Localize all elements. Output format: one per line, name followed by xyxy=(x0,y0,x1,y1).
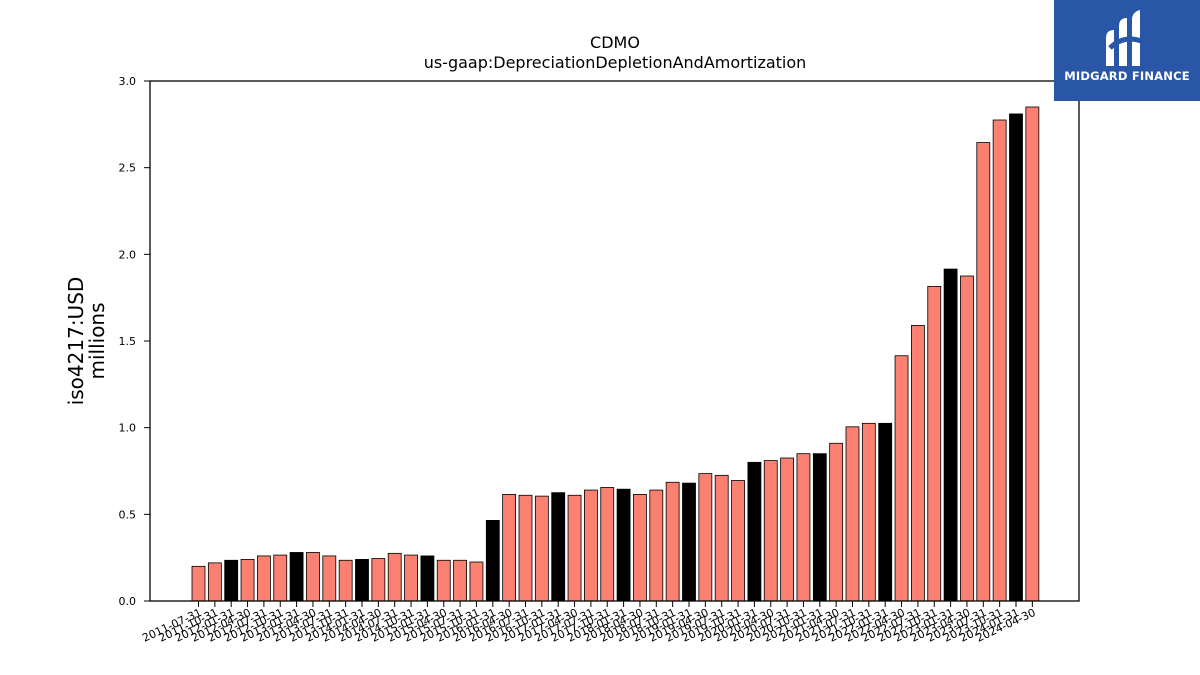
bar-2013-07-31 xyxy=(322,555,337,602)
bar-2018-04-30 xyxy=(633,493,647,602)
bar-2019-04-30 xyxy=(698,473,713,602)
bar-2013-01-31 xyxy=(289,552,304,602)
chart-subtitle: us-gaap:DepreciationDepletionAndAmortiza… xyxy=(424,53,807,72)
bar-2015-10-31 xyxy=(469,561,484,602)
bar-2018-07-31 xyxy=(649,489,664,602)
bar-2020-01-31 xyxy=(747,461,762,602)
bar-2016-10-31 xyxy=(534,495,549,602)
bar-2019-10-31 xyxy=(731,480,745,602)
bar-2016-07-31 xyxy=(518,494,533,602)
bar-2018-10-31 xyxy=(665,481,680,602)
bar-2017-10-31 xyxy=(600,487,615,602)
bar-2024-04-30 xyxy=(1025,106,1040,602)
y-tick-label: 1.5 xyxy=(119,335,137,348)
logo-text: MIDGARD FINANCE xyxy=(1064,69,1190,83)
chart-title: CDMO xyxy=(590,33,640,52)
bar-2023-04-30 xyxy=(960,275,974,602)
bar-2013-10-31 xyxy=(338,559,353,602)
y-tick-label: 3.0 xyxy=(119,75,137,88)
y-axis-label: iso4217:USD xyxy=(64,277,88,406)
bar-2015-04-30 xyxy=(436,559,451,602)
bar-2021-07-31 xyxy=(845,426,860,602)
bar-2016-04-30 xyxy=(502,493,517,602)
bar-2012-04-30 xyxy=(240,559,255,602)
bar-2022-07-31 xyxy=(911,324,925,602)
bar-2017-07-31 xyxy=(584,489,598,602)
bar-2015-07-31 xyxy=(453,559,468,602)
y-tick-label: 2.0 xyxy=(119,248,137,261)
bar-2012-10-31 xyxy=(273,554,288,602)
bar-2022-10-31 xyxy=(927,285,942,602)
x-axis: 2011-07-312011-10-312012-01-312012-04-30… xyxy=(140,601,1038,645)
plot-frame xyxy=(149,80,1080,602)
bar-2014-04-30 xyxy=(371,558,386,602)
y-tick-label: 2.5 xyxy=(119,162,137,175)
bar-2013-04-30 xyxy=(306,552,320,602)
bar-2019-07-31 xyxy=(714,474,729,602)
bar-2020-04-30 xyxy=(763,460,778,602)
bar-2012-07-31 xyxy=(256,555,271,602)
bar-2020-10-31 xyxy=(796,453,811,602)
bar-2017-01-31 xyxy=(551,492,566,602)
bar-2017-04-30 xyxy=(567,494,582,602)
y-axis-unit-label: millions xyxy=(85,302,109,379)
bar-2011-10-31 xyxy=(207,562,222,602)
bar-2020-07-31 xyxy=(780,457,794,602)
bar-2021-01-31 xyxy=(812,453,827,602)
bar-2022-04-30 xyxy=(894,355,909,602)
bar-2015-01-31 xyxy=(420,555,435,602)
bar-2023-01-31 xyxy=(943,268,958,602)
bar-2022-01-31 xyxy=(878,422,893,602)
bar-2019-01-31 xyxy=(682,482,696,602)
bar-2024-01-31 xyxy=(1009,113,1023,602)
bar-2018-01-31 xyxy=(616,488,631,602)
y-tick-label: 1.0 xyxy=(119,422,137,435)
bar-2021-04-30 xyxy=(829,442,844,602)
bar-2023-07-31 xyxy=(976,142,991,602)
y-axis-label-group: iso4217:USD millions xyxy=(64,277,109,406)
y-tick-label: 0.0 xyxy=(119,595,137,608)
bar-2014-10-31 xyxy=(404,554,418,602)
midgard-m-logo-icon xyxy=(1106,10,1145,66)
bar-2014-01-31 xyxy=(355,559,369,602)
bar-2016-01-31 xyxy=(485,520,500,602)
y-axis: 0.0 0.5 1.0 1.5 2.0 2.5 3.0 xyxy=(119,75,150,608)
bar-2021-10-31 xyxy=(861,422,876,602)
bars-group xyxy=(191,106,1040,602)
bar-2023-10-31 xyxy=(992,119,1007,602)
bar-2012-01-31 xyxy=(224,559,239,602)
bar-2014-07-31 xyxy=(387,552,402,602)
y-tick-label: 0.5 xyxy=(119,508,137,521)
midgard-finance-logo: MIDGARD FINANCE xyxy=(1054,0,1200,101)
bar-2011-07-31 xyxy=(191,565,206,602)
